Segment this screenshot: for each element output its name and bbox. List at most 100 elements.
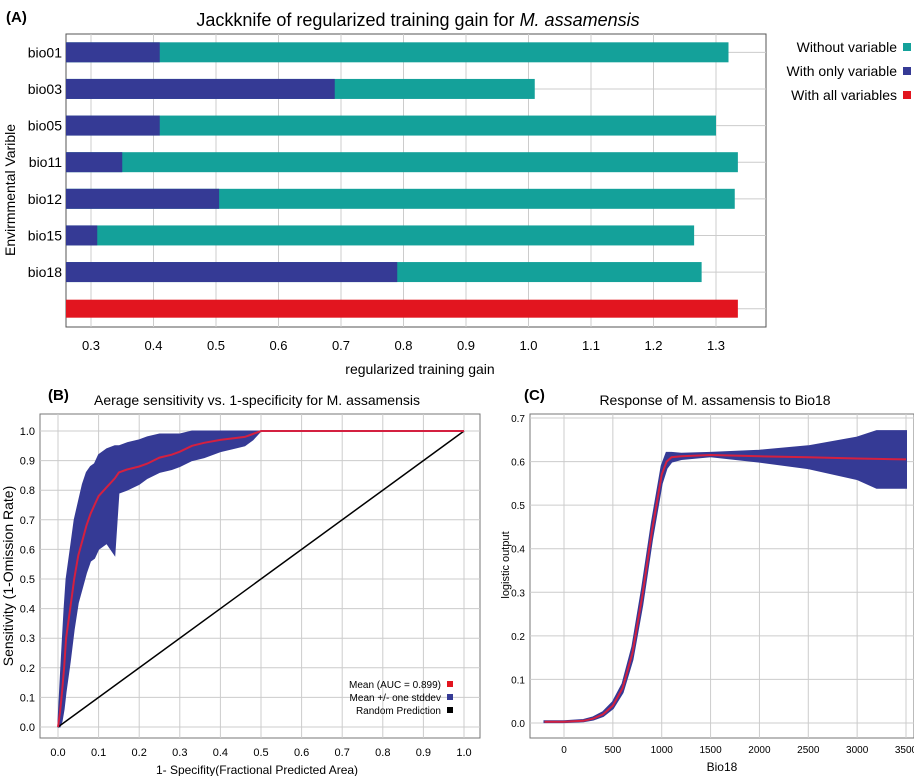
y-tick-label: bio03 [28, 81, 62, 97]
panel-b-y-axis-label: Sensitivity (1-Omission Rate) [0, 486, 16, 667]
legend-swatch [903, 91, 911, 99]
panel-b-title: Aerage sensitivity vs. 1-specificity for… [94, 392, 420, 408]
bar-only-variable-bio18 [66, 262, 398, 283]
x-tick-label: 500 [605, 745, 622, 756]
x-tick-label: 0.4 [144, 338, 162, 353]
y-tick-label: 0.2 [20, 663, 35, 675]
x-tick-label: 0.6 [269, 338, 287, 353]
x-tick-label: 0.2 [132, 747, 147, 759]
y-tick-label: bio01 [28, 44, 62, 60]
bar-only-variable-bio12 [66, 188, 220, 209]
legend-label: With only variable [787, 63, 898, 79]
x-tick-label: 0.6 [294, 747, 309, 759]
bar-without-variable-bio01 [66, 42, 729, 63]
x-tick-label: 2500 [797, 745, 820, 756]
bar-only-variable-bio11 [66, 152, 123, 173]
panel-c-response-chart: (C) Response of M. assamensis to Bio18 0… [500, 387, 914, 774]
y-tick-label: 0.5 [511, 501, 525, 512]
x-tick-label: 0.5 [253, 747, 268, 759]
y-tick-label: bio05 [28, 118, 62, 134]
y-tick-label: 1.0 [20, 426, 35, 438]
y-tick-label: bio15 [28, 227, 62, 243]
x-tick-label: 0 [561, 745, 567, 756]
y-tick-label: 0.4 [511, 545, 525, 556]
x-tick-label: 0.9 [416, 747, 431, 759]
bar-only-variable-bio03 [66, 78, 335, 99]
y-tick-label: 0.5 [20, 574, 35, 586]
y-tick-label: bio12 [28, 191, 62, 207]
x-tick-label: 0.3 [82, 338, 100, 353]
x-tick-label: 1.1 [582, 338, 600, 353]
x-tick-label: 0.4 [213, 747, 228, 759]
x-tick-label: 1.3 [707, 338, 725, 353]
panel-c-title: Response of M. assamensis to Bio18 [599, 392, 830, 408]
bar-without-variable-bio15 [66, 225, 695, 246]
panel-b-x-axis-label: 1- Specifity(Fractional Predicted Area) [156, 763, 358, 776]
x-tick-label: 0.3 [172, 747, 187, 759]
panel-b-roc-chart: (B) Aerage sensitivity vs. 1-specificity… [0, 387, 481, 776]
bar-without-variable-bio05 [66, 115, 716, 136]
legend-swatch [903, 43, 911, 51]
x-tick-label: 0.9 [457, 338, 475, 353]
x-tick-label: 1.0 [456, 747, 471, 759]
bar-without-variable-bio11 [66, 152, 738, 173]
x-tick-label: 0.8 [394, 338, 412, 353]
x-tick-label: 0.7 [332, 338, 350, 353]
x-tick-label: 0.5 [207, 338, 225, 353]
y-tick-label: 0.0 [20, 722, 35, 734]
legend-label: Mean +/- one stddev [350, 693, 441, 704]
legend-swatch [447, 681, 453, 687]
x-tick-label: 3000 [846, 745, 869, 756]
panel-a-title: Jackknife of regularized training gain f… [196, 10, 639, 30]
panel-a-ticks: 0.3 0.4 0.5 0.6 0.7 0.8 0.9 1.0 1.1 1.2 1.3 bio01 bi… [28, 44, 725, 353]
bar-only-variable-bio01 [66, 42, 160, 63]
x-tick-label: 0.0 [50, 747, 65, 759]
y-tick-label: 0.6 [20, 544, 35, 556]
y-tick-label: 0.8 [20, 485, 35, 497]
bar-all-variables [66, 299, 738, 318]
panel-a-plot-area [65, 33, 767, 328]
bar-only-variable-bio05 [66, 115, 160, 136]
y-tick-label: 0.0 [511, 719, 525, 730]
panel-b-legend: Mean (AUC = 0.899) Mean +/- one stddev Ran… [349, 680, 453, 717]
x-tick-label: 1.0 [519, 338, 537, 353]
y-tick-label: 0.4 [20, 604, 35, 616]
x-tick-label: 1.2 [644, 338, 662, 353]
y-tick-label: 0.6 [511, 458, 525, 469]
legend-swatch [903, 67, 911, 75]
panel-a-jackknife-chart: (A) Jackknife of regularized training ga… [2, 9, 911, 377]
y-tick-label: 0.1 [20, 692, 35, 704]
bar-only-variable-bio15 [66, 225, 98, 246]
y-tick-label: 0.1 [511, 675, 525, 686]
panel-a-bars [66, 42, 738, 318]
legend-label: Without variable [797, 39, 898, 55]
y-tick-label: bio18 [28, 264, 62, 280]
panel-a-label: (A) [6, 9, 27, 26]
y-tick-label: 0.7 [20, 515, 35, 527]
y-tick-label: 0.3 [511, 588, 525, 599]
y-tick-label: bio11 [29, 154, 62, 170]
y-tick-label: 0.3 [20, 633, 35, 645]
bar-without-variable-bio12 [66, 188, 735, 209]
panel-b-plot: 0.0 0.1 0.2 0.3 0.4 0.5 0.6 0.7 0.8 0.9 1.0 0.0 0.1 0… [20, 414, 480, 759]
x-tick-label: 0.1 [91, 747, 106, 759]
legend-label: Mean (AUC = 0.899) [349, 680, 441, 691]
panel-b-label: (B) [48, 387, 69, 404]
x-tick-label: 1000 [651, 745, 674, 756]
panel-c-x-axis-label: Bio18 [707, 760, 738, 774]
x-tick-label: 1500 [699, 745, 722, 756]
panel-a-y-axis-label: Envirmmental Varible [2, 124, 18, 256]
legend-label: With all variables [791, 87, 897, 103]
x-tick-label: 0.8 [375, 747, 390, 759]
legend-swatch [447, 707, 453, 713]
panel-c-y-axis-label: logistic output [500, 531, 512, 598]
response-mean-line [544, 453, 907, 723]
panel-a-legend: Without variable With only variable With a… [787, 39, 911, 103]
panel-c-label: (C) [524, 387, 545, 404]
x-tick-label: 2000 [748, 745, 771, 756]
panel-a-x-axis-label: regularized training gain [345, 361, 494, 377]
x-tick-label: 0.7 [335, 747, 350, 759]
